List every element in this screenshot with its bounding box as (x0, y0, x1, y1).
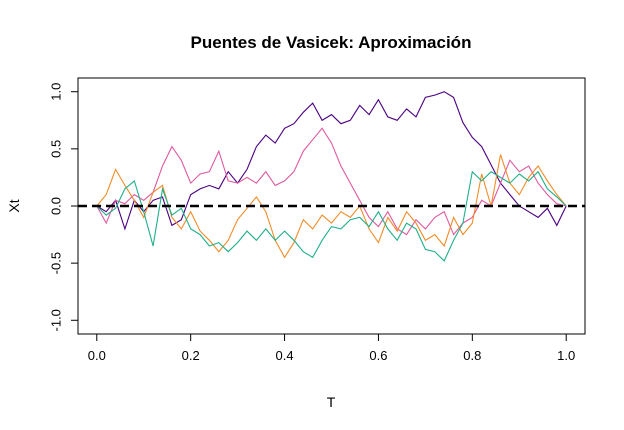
y-tick-label: 0.5 (49, 140, 64, 158)
series-line-4 (96, 170, 567, 262)
series-line-1 (96, 91, 567, 231)
series-line-2 (96, 127, 567, 236)
x-tick-label: 0.8 (463, 348, 481, 363)
x-tick-label: 0.0 (88, 348, 106, 363)
x-tick-label: 1.0 (557, 348, 575, 363)
x-tick-label: 0.6 (369, 348, 387, 363)
x-axis-label: T (327, 394, 336, 410)
series-layer (96, 91, 567, 262)
chart-title: Puentes de Vasicek: Aproximación (191, 33, 472, 52)
x-tick-label: 0.4 (276, 348, 294, 363)
y-axis-label: Xt (6, 199, 22, 212)
y-tick-label: -0.5 (49, 252, 64, 274)
y-tick-label: 1.0 (49, 83, 64, 101)
y-axis: -1.0 -0.5 0.0 0.5 1.0 (49, 83, 79, 331)
series-line-3 (96, 154, 567, 259)
x-axis: 0.0 0.2 0.4 0.6 0.8 1.0 (88, 333, 575, 363)
x-tick-label: 0.2 (182, 348, 200, 363)
y-tick-label: -1.0 (49, 309, 64, 331)
y-tick-label: 0.0 (49, 197, 64, 215)
